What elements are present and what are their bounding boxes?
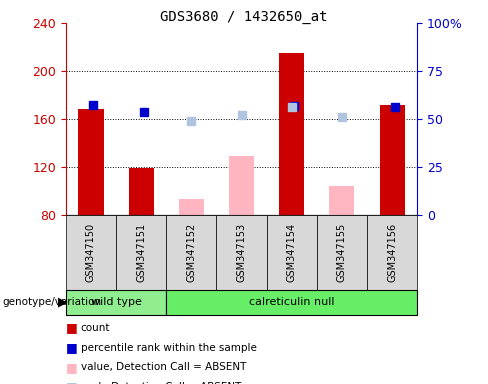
Text: percentile rank within the sample: percentile rank within the sample: [81, 343, 256, 353]
Bar: [329, 186, 354, 215]
Text: GSM347150: GSM347150: [86, 223, 96, 282]
Text: GSM347154: GSM347154: [287, 223, 297, 282]
Text: ■: ■: [66, 361, 78, 374]
Text: ■: ■: [66, 341, 78, 354]
Bar: [179, 199, 204, 215]
Text: genotype/variation: genotype/variation: [2, 297, 102, 308]
Bar: [79, 109, 103, 215]
Bar: [229, 156, 254, 215]
Text: rank, Detection Call = ABSENT: rank, Detection Call = ABSENT: [81, 382, 241, 384]
Text: GDS3680 / 1432650_at: GDS3680 / 1432650_at: [160, 10, 328, 23]
Bar: [129, 168, 154, 215]
Text: count: count: [81, 323, 110, 333]
Text: GSM347156: GSM347156: [387, 223, 397, 282]
Text: GSM347151: GSM347151: [136, 223, 146, 282]
Text: GSM347152: GSM347152: [186, 223, 196, 282]
Text: ▶: ▶: [58, 296, 67, 309]
Bar: [380, 104, 405, 215]
Text: GSM347155: GSM347155: [337, 223, 347, 282]
Text: value, Detection Call = ABSENT: value, Detection Call = ABSENT: [81, 362, 246, 372]
Text: ■: ■: [66, 381, 78, 384]
Text: ■: ■: [66, 321, 78, 334]
Text: calreticulin null: calreticulin null: [249, 297, 334, 308]
Text: GSM347153: GSM347153: [237, 223, 246, 282]
Text: wild type: wild type: [91, 297, 142, 308]
Bar: [279, 53, 305, 215]
